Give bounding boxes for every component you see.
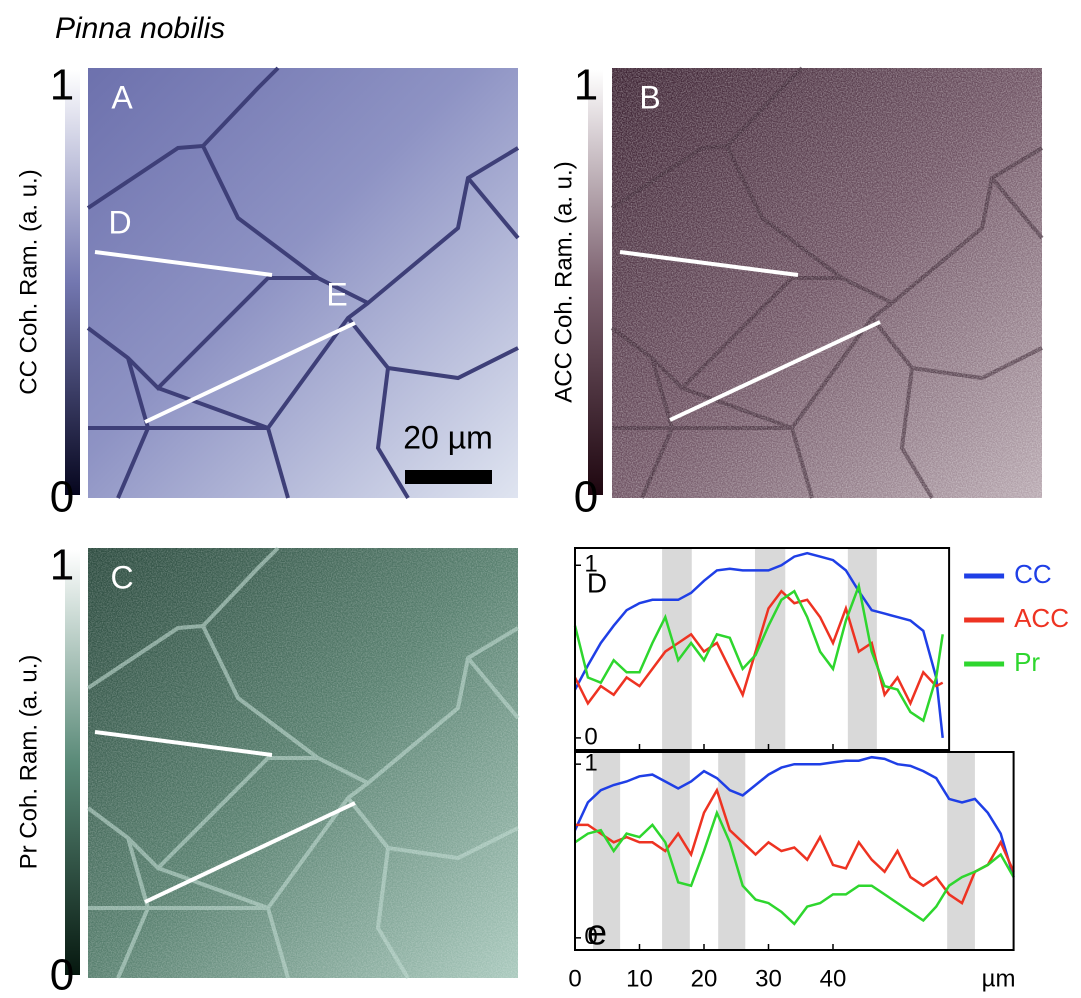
scale-bar-label: 20 µm [403, 419, 493, 455]
panel-letter: C [110, 559, 133, 595]
y-tick-label: 1 [584, 750, 597, 777]
data-line [573, 551, 944, 739]
line-label: E [326, 276, 347, 312]
colorbar-label: CC Coh. Ram. (a. u.) [15, 169, 42, 394]
colorbar-min: 0 [50, 951, 74, 998]
x-tick-label: 10 [626, 965, 653, 992]
colorbar-max: 1 [50, 541, 74, 590]
data-line [574, 809, 1015, 926]
line-label: D [108, 204, 131, 240]
image-panel-a [86, 66, 520, 500]
colorbar [65, 70, 80, 495]
colorbar-label: ACC Coh. Ram. (a. u.) [550, 161, 577, 402]
panel-label: D [587, 567, 607, 598]
panel-letter: A [111, 79, 133, 115]
data-line [573, 755, 1015, 878]
legend-label: ACC [1014, 603, 1069, 633]
y-tick-label: 0 [584, 723, 597, 750]
legend-label: CC [1014, 559, 1052, 589]
x-axis-label: µm [982, 965, 1016, 992]
x-tick-label: 30 [755, 965, 782, 992]
image-panel-b [610, 66, 1044, 500]
data-line [573, 581, 944, 723]
y-tick-label: 1 [584, 551, 597, 578]
x-tick-label: 20 [691, 965, 718, 992]
colorbar-max: 1 [50, 61, 74, 110]
colorbar-min: 0 [50, 473, 74, 522]
x-tick-label: 40 [820, 965, 847, 992]
colorbar-label: Pr Coh. Ram. (a. u.) [15, 655, 42, 870]
data-line [575, 787, 1015, 905]
colorbar-min: 0 [574, 473, 598, 522]
image-panel-c [86, 546, 520, 980]
figure-title: Pinna nobilis [55, 12, 225, 45]
colorbar [588, 70, 603, 495]
data-line [573, 589, 944, 707]
y-tick-label: 0 [584, 923, 597, 950]
panel-letter: B [639, 79, 660, 115]
plot-frame [574, 751, 1015, 951]
colorbar [65, 550, 80, 975]
x-tick-label: 0 [568, 965, 581, 992]
shaded-region [754, 548, 786, 750]
panel-label: e [587, 912, 607, 953]
plot-frame [574, 547, 951, 751]
legend-label: Pr [1014, 647, 1040, 677]
shaded-region [947, 752, 975, 950]
colorbar-max: 1 [574, 61, 598, 110]
